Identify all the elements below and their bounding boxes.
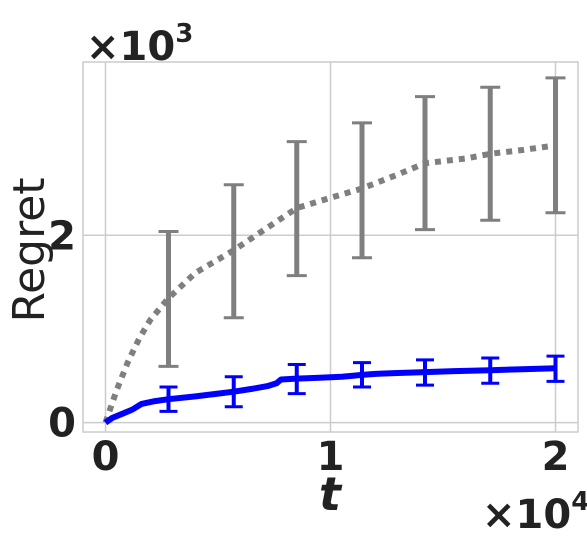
series-0 <box>102 76 566 424</box>
x-axis-label: t <box>319 467 343 521</box>
x-tick-label-2: 2 <box>542 434 570 480</box>
series-layer <box>102 76 566 426</box>
x-tick-label-0: 0 <box>92 434 120 480</box>
series-1-line <box>103 365 556 426</box>
x-multiplier-exponent: 4 <box>571 487 587 517</box>
y-multiplier-base: ×10 <box>86 24 175 70</box>
plot-area-frame <box>82 61 579 433</box>
series-0-line <box>102 142 556 424</box>
y-tick-label-1: 2 <box>48 213 76 259</box>
y-tick-label-0: 0 <box>48 401 76 447</box>
x-multiplier: ×104 <box>482 487 587 538</box>
series-1 <box>103 354 565 426</box>
tick-labels: 0 1 2 0 2 <box>48 213 569 480</box>
y-axis-label: Regret <box>4 177 55 322</box>
x-multiplier-base: ×10 <box>482 492 571 538</box>
y-multiplier: ×103 <box>86 19 193 70</box>
y-multiplier-exponent: 3 <box>175 19 193 49</box>
x-tick-label-1: 1 <box>317 434 345 480</box>
